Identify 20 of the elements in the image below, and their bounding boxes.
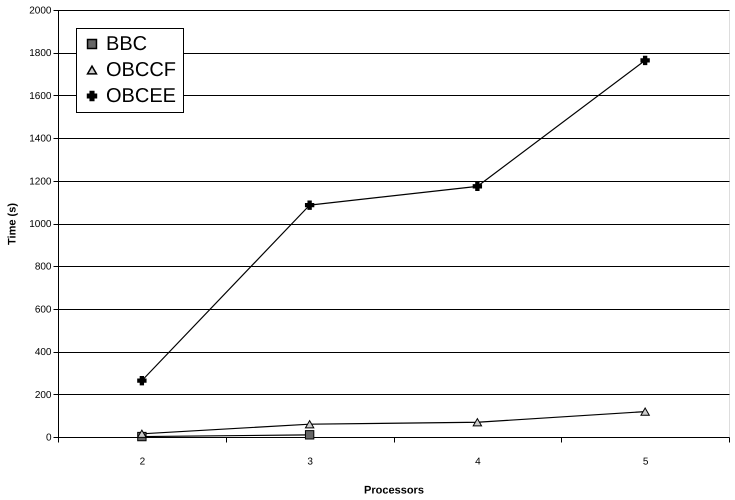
y-tick-label: 1000 (29, 219, 52, 230)
y-tick-label: 600 (34, 304, 52, 316)
y-tick-label: 400 (34, 347, 52, 358)
y-tick-label: 1400 (29, 134, 52, 145)
legend-label: OBCEE (106, 85, 176, 107)
x-tick-label: 2 (140, 456, 146, 468)
x-axis-title: Processors (364, 484, 424, 496)
y-tick-label: 200 (34, 390, 52, 401)
y-tick-label: 1800 (29, 48, 52, 60)
y-tick-label: 1600 (29, 90, 52, 102)
x-tick-label: 5 (642, 456, 649, 468)
y-tick-label: 2000 (29, 6, 52, 16)
legend-label: OBCCF (106, 59, 176, 81)
y-tick-label: 0 (46, 432, 52, 444)
x-tick-label: 4 (475, 456, 482, 468)
x-tick-label: 3 (307, 456, 314, 468)
legend-label: BBC (106, 33, 148, 55)
y-tick-label: 1200 (29, 176, 52, 188)
y-tick-label: 800 (34, 262, 52, 273)
y-axis-title: Time (s) (6, 202, 18, 245)
